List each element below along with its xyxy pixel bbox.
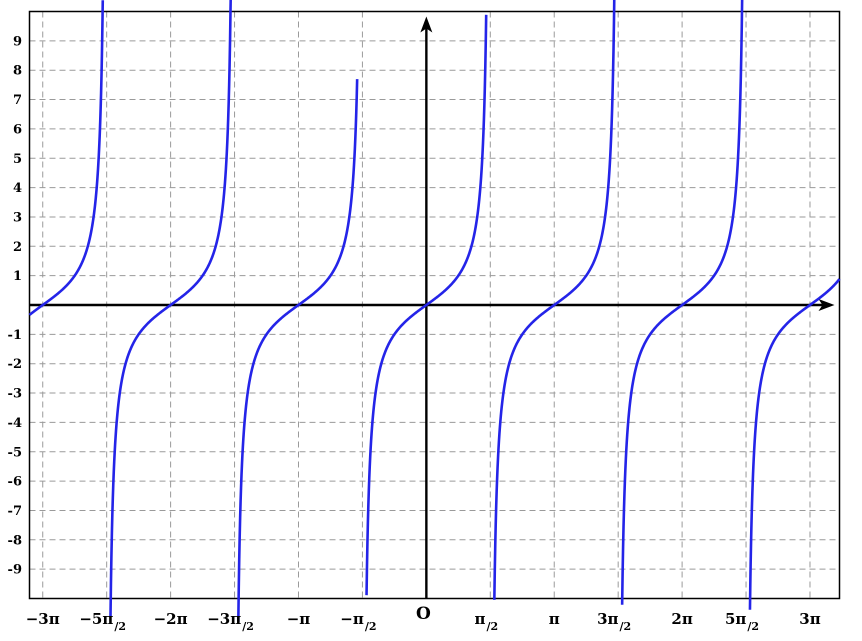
x-tick-label: 3π/2 [597,610,631,633]
y-axis-arrow-icon [420,16,433,33]
y-tick-label: 9 [13,34,22,49]
x-tick-label: π [549,610,560,628]
y-tick-labels: 9 8 7 6 5 4 3 2 1 -1 -2 -3 -4 -5 -6 -7 -8 -9 [8,34,22,577]
x-tick-label: −π/2 [340,610,376,633]
curve-branch-2 [109,0,232,617]
y-tick-label: 1 [13,269,22,284]
y-tick-label: -6 [8,475,22,490]
y-tick-label: 3 [13,210,22,225]
axes [29,16,835,599]
x-tick-label: 2π [671,610,692,628]
curve-branch-1 [28,0,105,316]
y-tick-label: -8 [8,533,22,548]
y-tick-label: -7 [8,504,22,519]
y-tick-label: 6 [13,122,22,137]
y-tick-label: -1 [8,328,22,343]
x-axis-arrow-icon [818,299,835,311]
curve-branch-6 [620,0,744,605]
curve-branch-5 [493,0,616,600]
y-tick-label: -5 [8,445,22,460]
x-tick-label: 3π [799,610,820,628]
y-tick-label: 4 [13,181,22,196]
x-tick-label: 5π/2 [725,610,759,633]
y-tick-label: -4 [8,416,22,431]
x-tick-label: −5π/2 [79,610,126,633]
x-tick-label: π/2 [474,610,498,633]
curve-branch-7 [748,278,841,610]
x-tick-label: −3π [26,610,60,628]
y-tick-label: -9 [8,563,22,578]
x-tick-label: −2π [154,610,188,628]
origin-label: O [416,604,431,624]
y-tick-label: 5 [13,152,22,167]
y-tick-label: 7 [13,93,22,108]
tan-curve [28,0,841,622]
y-tick-label: 2 [13,240,22,255]
curve-branch-3 [237,79,359,622]
y-tick-label: -3 [8,387,22,402]
y-tick-label: 8 [13,64,22,79]
x-tick-label: −3π/2 [207,610,254,633]
x-tick-label: −π [287,610,311,628]
y-tick-label: -2 [8,357,22,372]
curve-branch-4 [365,14,488,596]
